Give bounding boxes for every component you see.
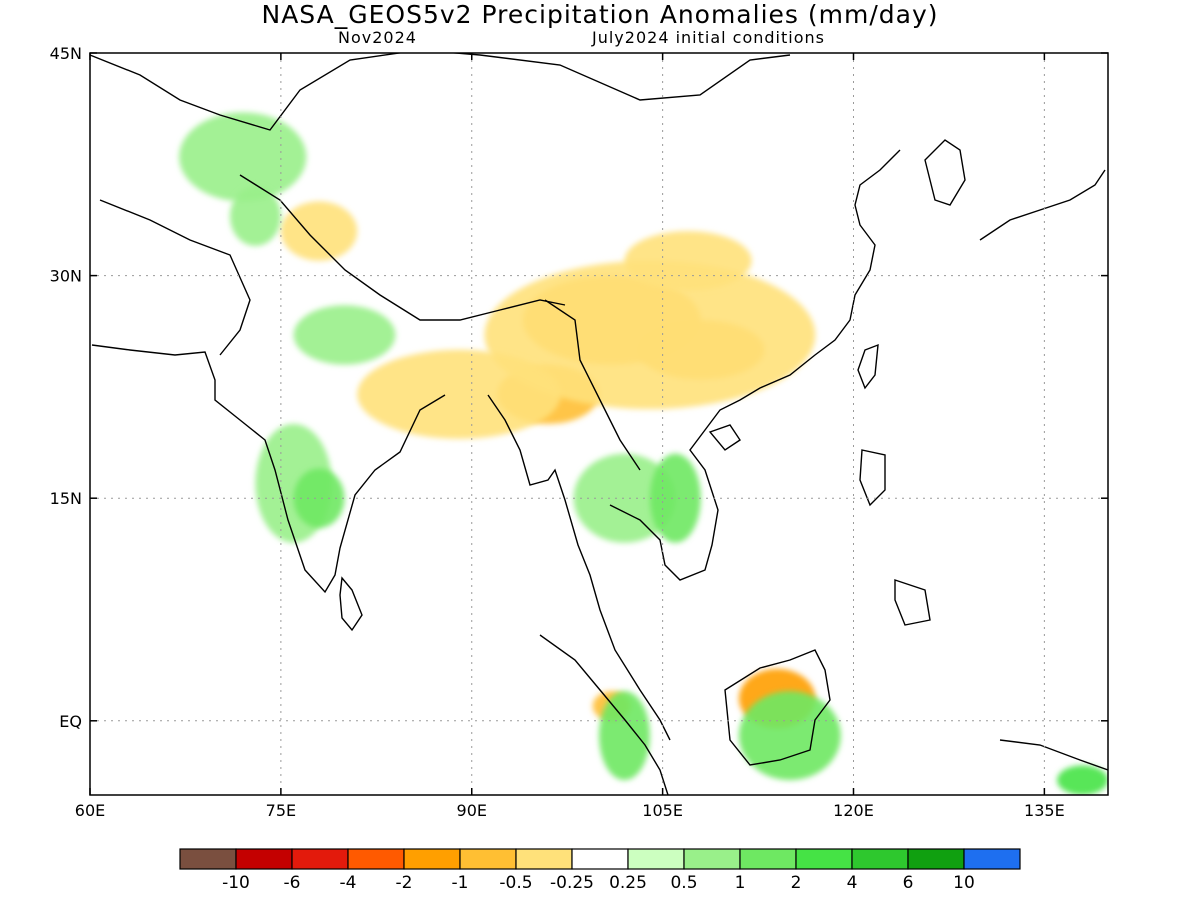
borneo	[724, 649, 831, 766]
colorbar-label: 10	[953, 873, 975, 893]
colorbar-label: -4	[340, 873, 357, 893]
anomaly-region	[599, 691, 650, 781]
philippines-luzon	[859, 449, 886, 507]
india-coastline	[91, 344, 446, 594]
plot-frame	[89, 52, 1109, 796]
japan	[979, 169, 1106, 241]
initial-conditions-label: July2024 initial conditions	[592, 28, 825, 47]
colorbar-swatch	[851, 848, 909, 870]
lon-tick-label: 90E	[457, 801, 487, 820]
colorbar-swatch	[179, 848, 237, 870]
sri-lanka	[339, 576, 363, 632]
colorbar-label: -1	[452, 873, 469, 893]
anomaly-region	[484, 260, 816, 410]
colorbar-label: -10	[222, 873, 250, 893]
colorbar-label: 0.25	[609, 873, 647, 893]
sumatra	[539, 634, 669, 795]
colorbar-label: -0.5	[499, 873, 532, 893]
colorbar-label: -0.25	[550, 873, 594, 893]
colorbar: -10 -6 -4 -2 -1 -0.5 -0.25 0.25 0.5 1 2 4 6 10	[179, 848, 1021, 893]
anomaly-region	[649, 453, 701, 543]
anomaly-region	[1057, 765, 1108, 795]
new-guinea	[999, 739, 1108, 771]
hainan	[708, 424, 741, 451]
colorbar-label: 2	[791, 873, 802, 893]
anomaly-region	[293, 305, 396, 365]
indochina-coast	[609, 149, 901, 581]
korea	[924, 139, 966, 206]
colorbar-label: -6	[284, 873, 301, 893]
lon-tick-label: 60E	[75, 801, 105, 820]
lat-tick-label: 15N	[50, 489, 82, 508]
colorbar-swatch	[291, 848, 349, 870]
lon-tick-label: 135E	[1024, 801, 1065, 820]
china-northern-border	[90, 53, 791, 131]
gridlines	[90, 53, 1108, 795]
anomaly-region	[179, 112, 307, 202]
anomaly-region	[573, 453, 676, 543]
colorbar-swatch	[795, 848, 853, 870]
anomaly-region	[738, 691, 841, 781]
lat-tick-label: EQ	[59, 712, 82, 731]
anomaly-shading	[179, 112, 1108, 795]
map-title: NASA_GEOS5v2 Precipitation Anomalies (mm…	[261, 0, 939, 29]
axis-ticks: 60E 75E 90E 105E 120E 135E 45N 30N 15N EQ	[50, 44, 1108, 820]
colorbar-label: -2	[396, 873, 413, 893]
anomaly-region	[624, 231, 752, 291]
colorbar-swatch	[347, 848, 405, 870]
colorbar-swatch	[459, 848, 517, 870]
colorbar-swatch	[515, 848, 573, 870]
myanmar-border	[544, 299, 641, 471]
colorbar-label: 1	[735, 873, 746, 893]
lon-tick-label: 120E	[833, 801, 874, 820]
pakistan-border	[99, 199, 251, 356]
anomaly-region	[357, 349, 561, 439]
coastlines	[90, 53, 1108, 795]
colorbar-label: 4	[847, 873, 858, 893]
lon-tick-label: 105E	[642, 801, 683, 820]
philippines-mindanao	[894, 579, 931, 626]
lon-tick-label: 75E	[266, 801, 296, 820]
bay-of-bengal-east-coast	[487, 394, 671, 741]
anomaly-region	[229, 186, 281, 246]
taiwan	[857, 343, 879, 390]
colorbar-swatch	[739, 848, 797, 870]
colorbar-swatch	[627, 848, 685, 870]
anomaly-region	[293, 468, 345, 528]
himalaya-border	[239, 174, 566, 321]
colorbar-swatch	[571, 848, 629, 870]
colorbar-swatch	[963, 848, 1021, 870]
colorbar-swatch	[907, 848, 965, 870]
colorbar-label: 0.5	[670, 873, 697, 893]
colorbar-swatch	[683, 848, 741, 870]
lat-tick-label: 30N	[50, 267, 82, 286]
lat-tick-label: 45N	[50, 44, 82, 63]
colorbar-swatch	[403, 848, 461, 870]
colorbar-swatch	[235, 848, 293, 870]
colorbar-label: 6	[903, 873, 914, 893]
anomaly-region	[280, 201, 358, 261]
forecast-month: Nov2024	[338, 28, 417, 47]
